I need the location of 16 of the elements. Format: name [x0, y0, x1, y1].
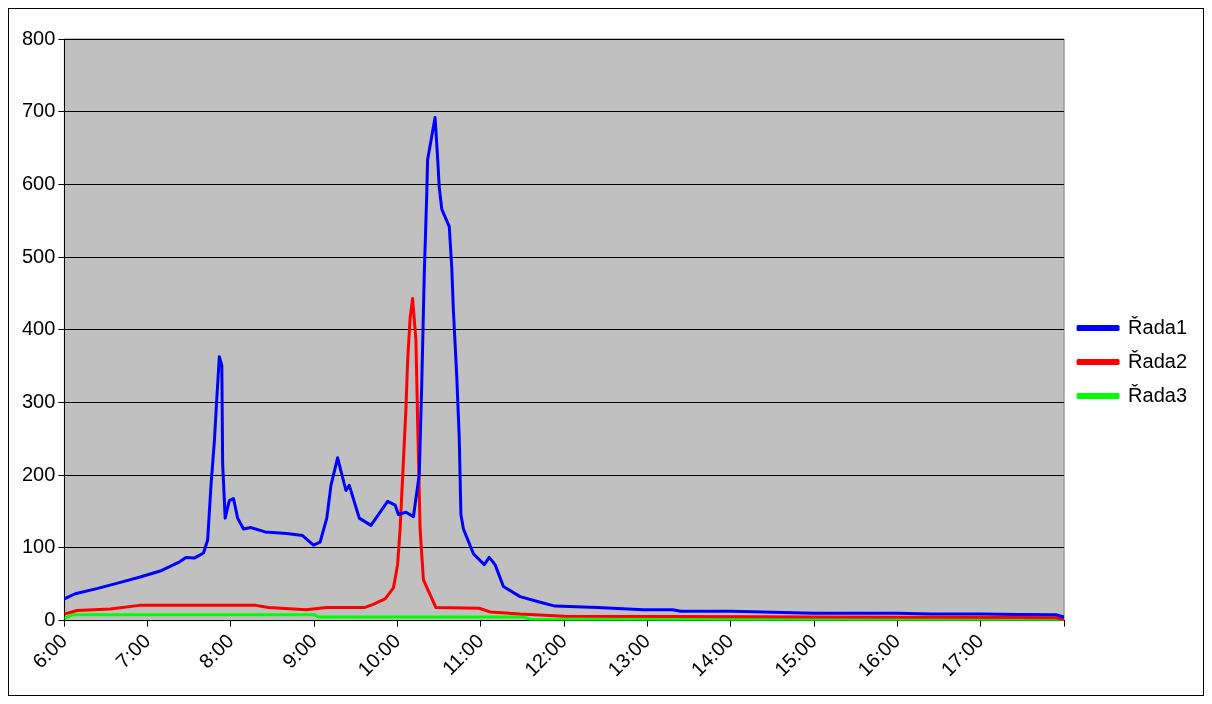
x-tick-label: 6:00	[28, 629, 72, 673]
x-tick-label: 8:00	[194, 629, 238, 673]
legend-label: Řada1	[1128, 315, 1187, 338]
y-tick-label: 400	[21, 317, 56, 340]
y-tick-label: 700	[21, 99, 56, 122]
y-tick-label: 600	[21, 171, 56, 194]
y-tick-label: 0	[44, 608, 56, 631]
x-tick-label: 9:00	[277, 629, 322, 673]
y-tick-label: 500	[21, 244, 56, 267]
y-tick-label: 800	[21, 26, 56, 49]
x-tick-label: 7:00	[111, 629, 155, 673]
y-tick-label: 200	[21, 462, 56, 485]
legend-label: Řada2	[1128, 349, 1187, 372]
y-tick-label: 100	[21, 535, 56, 558]
legend-label: Řada3	[1128, 383, 1187, 406]
y-tick-label: 300	[21, 390, 56, 413]
